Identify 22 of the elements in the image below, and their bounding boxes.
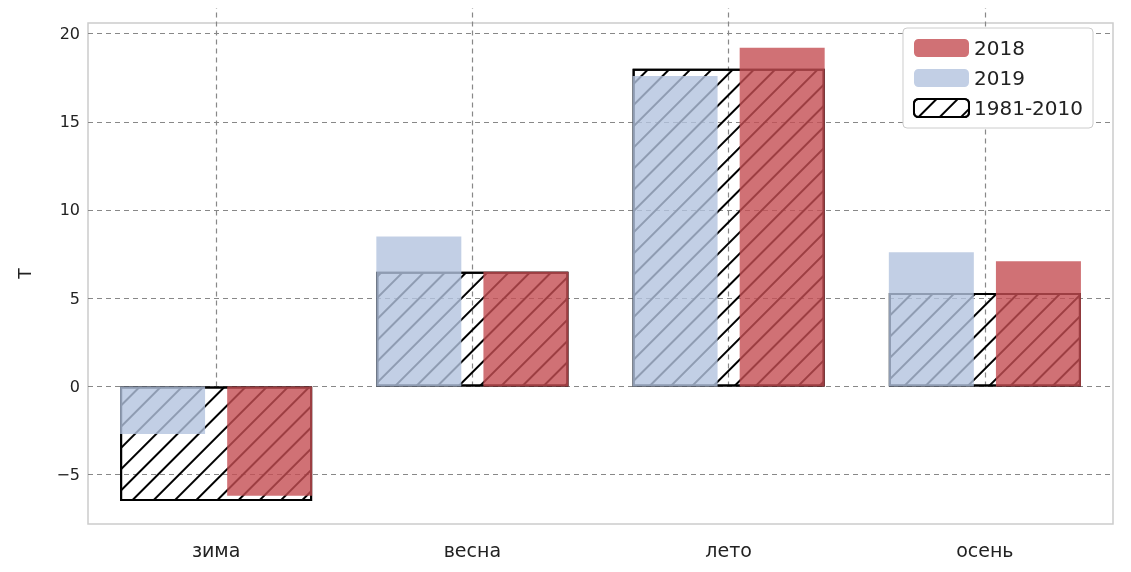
legend-label: 2019: [973, 66, 1025, 90]
y-axis-title: T: [14, 267, 35, 280]
bar: [227, 386, 313, 496]
bar: [888, 252, 974, 387]
bar: [995, 261, 1081, 387]
x-tick-label: осень: [956, 538, 1014, 561]
y-tick-label: 20: [59, 24, 80, 44]
bar: [483, 271, 569, 387]
bar: [739, 47, 825, 387]
x-tick-label: весна: [443, 538, 502, 561]
y-tick-label: −5: [56, 465, 80, 485]
y-tick-label: 5: [69, 288, 80, 308]
y-tick-label: 0: [69, 376, 80, 396]
legend-label: 1981-2010: [973, 96, 1083, 120]
x-tick-label: зима: [191, 538, 241, 561]
bar: [376, 236, 462, 387]
bar: [120, 386, 206, 435]
y-tick-label: 10: [59, 200, 80, 220]
bar: [632, 75, 718, 387]
y-tick-label: 15: [59, 112, 80, 132]
legend-label: 2018: [973, 36, 1025, 60]
x-tick-label: лето: [705, 538, 752, 561]
